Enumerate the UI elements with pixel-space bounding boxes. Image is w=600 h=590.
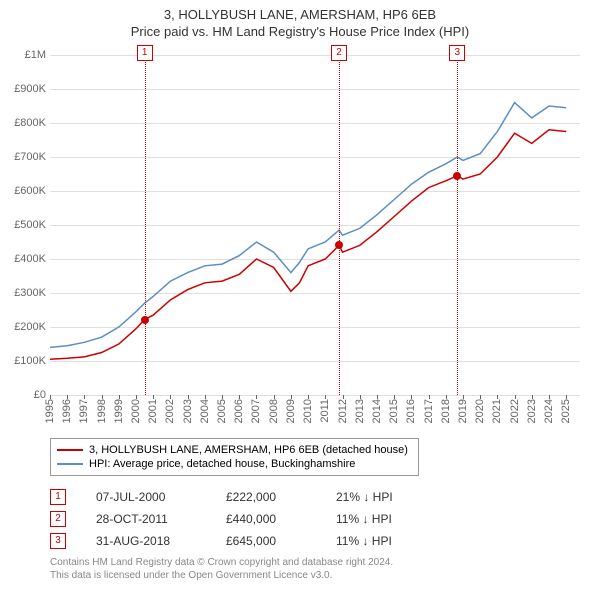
sale-price: £222,000 xyxy=(226,490,306,504)
sale-marker-badge: 2 xyxy=(331,45,347,61)
series-line-hpi xyxy=(50,103,566,348)
x-axis-label: 2008 xyxy=(268,399,280,423)
sale-point-dot xyxy=(453,172,461,180)
x-axis-label: 2002 xyxy=(164,399,176,423)
plot-area: £0£100K£200K£300K£400K£500K£600K£700K£80… xyxy=(50,55,580,395)
chart-container: 3, HOLLYBUSH LANE, AMERSHAM, HP6 6EB Pri… xyxy=(0,0,600,590)
x-axis-label: 2014 xyxy=(371,399,383,423)
x-axis-label: 2021 xyxy=(491,399,503,423)
sale-marker-badge: 3 xyxy=(449,45,465,61)
x-axis-label: 2017 xyxy=(423,399,435,423)
sale-price: £440,000 xyxy=(226,512,306,526)
chart-title: 3, HOLLYBUSH LANE, AMERSHAM, HP6 6EB xyxy=(0,0,600,24)
sale-date: 07-JUL-2000 xyxy=(96,490,196,504)
sales-table-row: 1 07-JUL-2000 £222,000 21% ↓ HPI xyxy=(50,486,393,508)
x-axis-label: 2025 xyxy=(560,399,572,423)
footnote-line-1: Contains HM Land Registry data © Crown c… xyxy=(50,556,393,569)
sale-price: £645,000 xyxy=(226,534,306,548)
chart-subtitle: Price paid vs. HM Land Registry's House … xyxy=(0,24,600,43)
x-axis-label: 2000 xyxy=(130,399,142,423)
x-axis-label: 2019 xyxy=(457,399,469,423)
legend-swatch xyxy=(57,463,83,465)
sale-point-dot xyxy=(335,241,343,249)
legend-item: 3, HOLLYBUSH LANE, AMERSHAM, HP6 6EB (de… xyxy=(57,443,408,457)
y-axis-label: £200K xyxy=(0,321,46,333)
sale-number-badge: 2 xyxy=(50,511,66,527)
y-axis-label: £0 xyxy=(0,389,46,401)
x-axis-label: 2005 xyxy=(216,399,228,423)
x-axis-label: 2015 xyxy=(388,399,400,423)
sale-date: 31-AUG-2018 xyxy=(96,534,196,548)
legend-swatch xyxy=(57,449,83,451)
x-axis-label: 2023 xyxy=(526,399,538,423)
sale-number-badge: 1 xyxy=(50,489,66,505)
legend-item: HPI: Average price, detached house, Buck… xyxy=(57,457,408,471)
x-axis-label: 2009 xyxy=(285,399,297,423)
x-axis-label: 1999 xyxy=(113,399,125,423)
y-axis-label: £300K xyxy=(0,287,46,299)
legend-label: HPI: Average price, detached house, Buck… xyxy=(89,458,355,470)
sale-hpi-diff: 11% ↓ HPI xyxy=(336,534,392,548)
legend: 3, HOLLYBUSH LANE, AMERSHAM, HP6 6EB (de… xyxy=(50,438,419,476)
line-plot xyxy=(50,55,580,395)
sales-table: 1 07-JUL-2000 £222,000 21% ↓ HPI 2 28-OCT-201… xyxy=(50,486,393,552)
x-axis-label: 1996 xyxy=(61,399,73,423)
x-axis-label: 1997 xyxy=(78,399,90,423)
x-axis-label: 2022 xyxy=(509,399,521,423)
y-axis-label: £600K xyxy=(0,185,46,197)
sale-number-badge: 3 xyxy=(50,533,66,549)
x-axis-label: 2001 xyxy=(147,399,159,423)
x-axis-label: 2011 xyxy=(319,399,331,423)
sale-hpi-diff: 21% ↓ HPI xyxy=(336,490,393,504)
sale-reference-line xyxy=(145,55,146,395)
sale-reference-line xyxy=(457,55,458,395)
y-axis-label: £700K xyxy=(0,151,46,163)
x-axis-label: 2018 xyxy=(440,399,452,423)
sale-hpi-diff: 11% ↓ HPI xyxy=(336,512,392,526)
y-axis-label: £100K xyxy=(0,355,46,367)
sales-table-row: 2 28-OCT-2011 £440,000 11% ↓ HPI xyxy=(50,508,393,530)
x-axis-label: 2010 xyxy=(302,399,314,423)
legend-label: 3, HOLLYBUSH LANE, AMERSHAM, HP6 6EB (de… xyxy=(89,444,408,456)
x-axis-label: 2016 xyxy=(405,399,417,423)
x-axis-label: 2024 xyxy=(543,399,555,423)
y-axis-label: £500K xyxy=(0,219,46,231)
y-axis-label: £900K xyxy=(0,83,46,95)
x-axis-label: 2007 xyxy=(250,399,262,423)
x-axis-label: 2020 xyxy=(474,399,486,423)
x-axis-label: 1998 xyxy=(96,399,108,423)
x-axis-label: 1995 xyxy=(44,399,56,423)
sales-table-row: 3 31-AUG-2018 £645,000 11% ↓ HPI xyxy=(50,530,393,552)
footnote: Contains HM Land Registry data © Crown c… xyxy=(50,556,393,582)
sale-point-dot xyxy=(141,316,149,324)
x-axis-label: 2006 xyxy=(233,399,245,423)
y-axis-label: £800K xyxy=(0,117,46,129)
sale-marker-badge: 1 xyxy=(137,45,153,61)
x-axis-label: 2004 xyxy=(199,399,211,423)
footnote-line-2: This data is licensed under the Open Gov… xyxy=(50,569,393,582)
y-axis-label: £1M xyxy=(0,49,46,61)
x-axis-label: 2003 xyxy=(182,399,194,423)
sale-reference-line xyxy=(339,55,340,395)
x-axis-label: 2013 xyxy=(354,399,366,423)
sale-date: 28-OCT-2011 xyxy=(96,512,196,526)
series-line-price_paid xyxy=(50,130,566,359)
x-axis-label: 2012 xyxy=(337,399,349,423)
gridline xyxy=(50,395,580,396)
y-axis-label: £400K xyxy=(0,253,46,265)
